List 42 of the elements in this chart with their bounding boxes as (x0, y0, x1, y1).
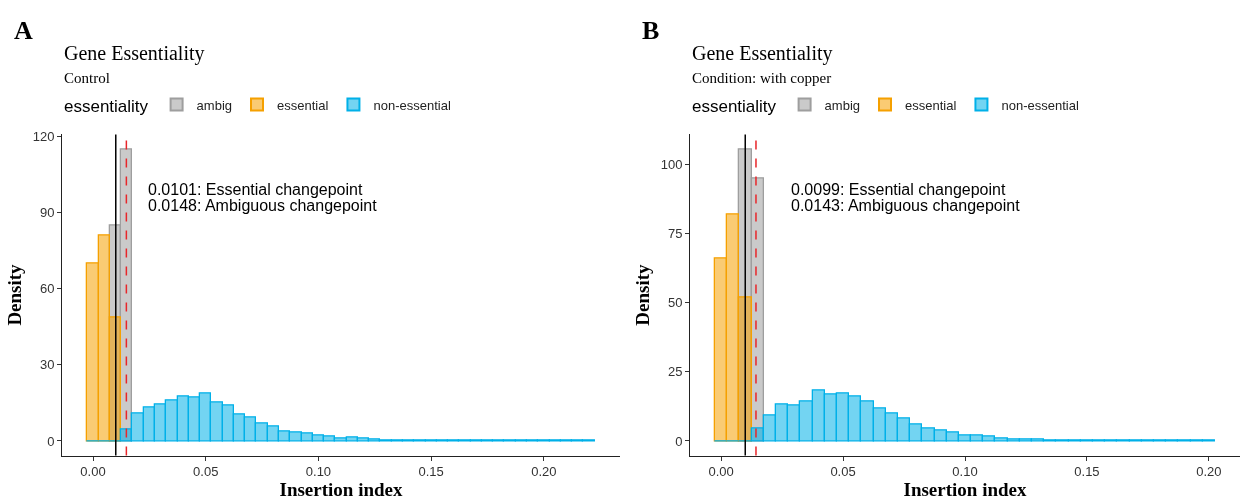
y-tick-label: 30 (39, 357, 55, 373)
x-axis-title: Insertion index (279, 479, 403, 501)
legend-label: ambig (824, 97, 861, 113)
x-tick-label: 0.20 (1196, 464, 1222, 480)
y-tick-label: 90 (39, 205, 55, 221)
annotation: 0.0148: Ambiguous changepoint (148, 197, 378, 214)
x-tick-label: 0.20 (531, 464, 557, 480)
x-tick-label: 0.10 (952, 464, 978, 480)
y-tick-label: 75 (667, 225, 683, 241)
y-tick-label: 50 (667, 295, 683, 311)
annotation: 0.0099: Essential changepoint (791, 181, 1006, 198)
annotation: 0.0101: Essential changepoint (148, 181, 363, 198)
chart-title: Gene Essentiality (64, 42, 205, 65)
legend-label: non-essential (1001, 97, 1079, 113)
y-tick-label: 25 (667, 364, 683, 380)
y-tick-label: 120 (32, 128, 55, 144)
text: B (642, 16, 660, 45)
text: A (14, 16, 33, 45)
y-tick-label: 0 (47, 433, 55, 449)
legend-label: ambig (196, 97, 233, 113)
legend-title: essentiality (64, 96, 149, 116)
y-axis-title: Density (631, 263, 653, 326)
chart-subtitle: Control (64, 70, 110, 86)
legend-label: essential (277, 97, 329, 113)
y-tick-label: 100 (660, 156, 683, 172)
annotation: 0.0143: Ambiguous changepoint (791, 197, 1021, 214)
x-tick-label: 0.15 (1074, 464, 1100, 480)
x-tick-label: 0.05 (193, 464, 219, 480)
legend-title: essentiality (692, 96, 777, 116)
x-tick-label: 0.05 (830, 464, 856, 480)
x-tick-label: 0.00 (80, 464, 106, 480)
y-tick-label: 60 (39, 281, 55, 297)
x-tick-label: 0.10 (305, 464, 332, 480)
x-axis-title: Insertion index (903, 479, 1027, 501)
chart-subtitle: Condition: with copper (692, 70, 832, 86)
chart-title: Gene Essentiality (692, 42, 833, 65)
y-axis-title: Density (3, 263, 25, 326)
y-tick-label: 0 (675, 433, 683, 449)
legend-label: non-essential (373, 97, 451, 113)
x-tick-label: 0.00 (708, 464, 734, 480)
legend-label: essential (905, 97, 957, 113)
x-tick-label: 0.15 (418, 464, 444, 480)
